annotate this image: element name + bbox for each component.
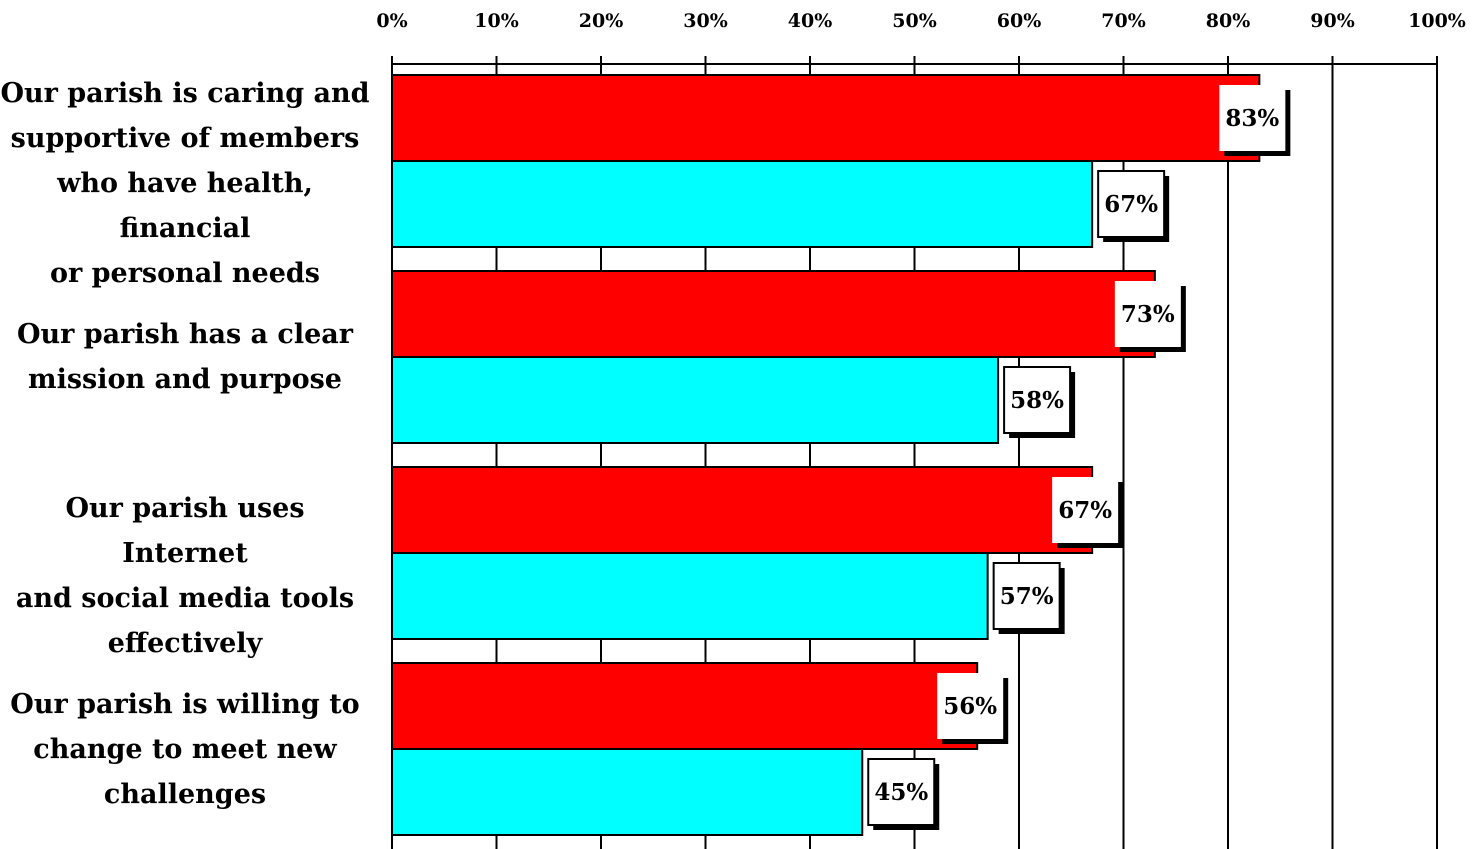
x-tick-label: 80%	[1206, 10, 1251, 32]
data-label: 45%	[874, 779, 928, 806]
bar	[391, 552, 989, 640]
category-label: Our parish is willing to change to meet n…	[0, 682, 370, 817]
category-label-line: Our parish uses Internet	[65, 492, 305, 569]
bar	[391, 662, 979, 750]
category-label-line: Our parish is willing to	[10, 688, 360, 720]
x-tick-label: 90%	[1310, 10, 1355, 32]
data-label-box	[867, 758, 936, 826]
category-label-line: Our parish is caring and	[0, 78, 370, 109]
x-tick-label: 40%	[788, 10, 833, 32]
bar	[391, 74, 1261, 162]
bar	[391, 270, 1156, 358]
data-label-box	[1219, 85, 1286, 151]
data-label: 67%	[1058, 497, 1112, 524]
data-label: 56%	[943, 693, 997, 720]
data-label-box	[992, 562, 1061, 630]
x-tick-label: 0%	[376, 10, 407, 32]
data-label: 83%	[1225, 105, 1279, 132]
bar	[391, 356, 1000, 444]
category-label-line: effectively	[107, 627, 263, 659]
data-label-box	[937, 673, 1004, 739]
x-tick-label: 10%	[474, 10, 519, 32]
category-label: Our parish uses Internet and social media…	[0, 486, 370, 666]
x-tick-label: 50%	[892, 10, 937, 32]
data-label: 67%	[1104, 191, 1158, 218]
category-label: Our parish is caring and supportive of me…	[0, 71, 370, 296]
x-tick-label: 30%	[683, 10, 728, 32]
data-label: 57%	[1000, 583, 1054, 610]
category-label-line: supportive of members	[10, 123, 360, 154]
category-label-line: who have health, financial	[57, 168, 313, 244]
x-tick-label: 100%	[1408, 10, 1466, 32]
bar	[391, 748, 864, 836]
category-label-line: and social media tools	[15, 582, 355, 614]
bar	[391, 466, 1094, 554]
category-label-line: Our parish has a clear	[16, 319, 354, 350]
data-label: 58%	[1010, 387, 1064, 414]
x-tick-label: 70%	[1101, 10, 1146, 32]
x-tick-label: 20%	[579, 10, 624, 32]
x-tick-label: 60%	[997, 10, 1042, 32]
category-label-line: mission and purpose	[28, 364, 342, 395]
data-label-box	[1003, 366, 1072, 434]
data-label: 73%	[1121, 301, 1175, 328]
data-label-box	[1097, 170, 1166, 238]
category-label: Our parish has a clear mission and purpos…	[0, 312, 370, 402]
category-label-line: change to meet new	[33, 733, 337, 765]
data-label-box	[1114, 281, 1181, 347]
category-label-line: or personal needs	[50, 258, 320, 289]
category-label-line: challenges	[103, 778, 267, 810]
bar	[391, 160, 1094, 248]
data-label-box	[1052, 477, 1119, 543]
